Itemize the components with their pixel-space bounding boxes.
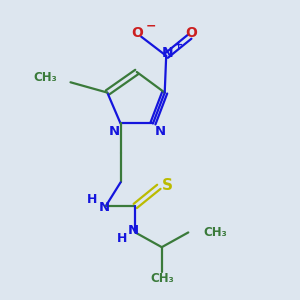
Text: CH₃: CH₃ — [150, 272, 174, 285]
Text: O: O — [185, 26, 197, 40]
Text: H: H — [87, 193, 98, 206]
Text: +: + — [174, 40, 183, 50]
Text: CH₃: CH₃ — [34, 71, 57, 84]
Text: N: N — [99, 201, 110, 214]
Text: N: N — [109, 125, 120, 138]
Text: H: H — [117, 232, 127, 245]
Text: −: − — [145, 20, 156, 33]
Text: N: N — [162, 46, 173, 60]
Text: N: N — [155, 125, 166, 138]
Text: N: N — [128, 224, 140, 238]
Text: S: S — [162, 178, 172, 193]
Text: O: O — [131, 26, 143, 40]
Text: CH₃: CH₃ — [203, 226, 227, 239]
